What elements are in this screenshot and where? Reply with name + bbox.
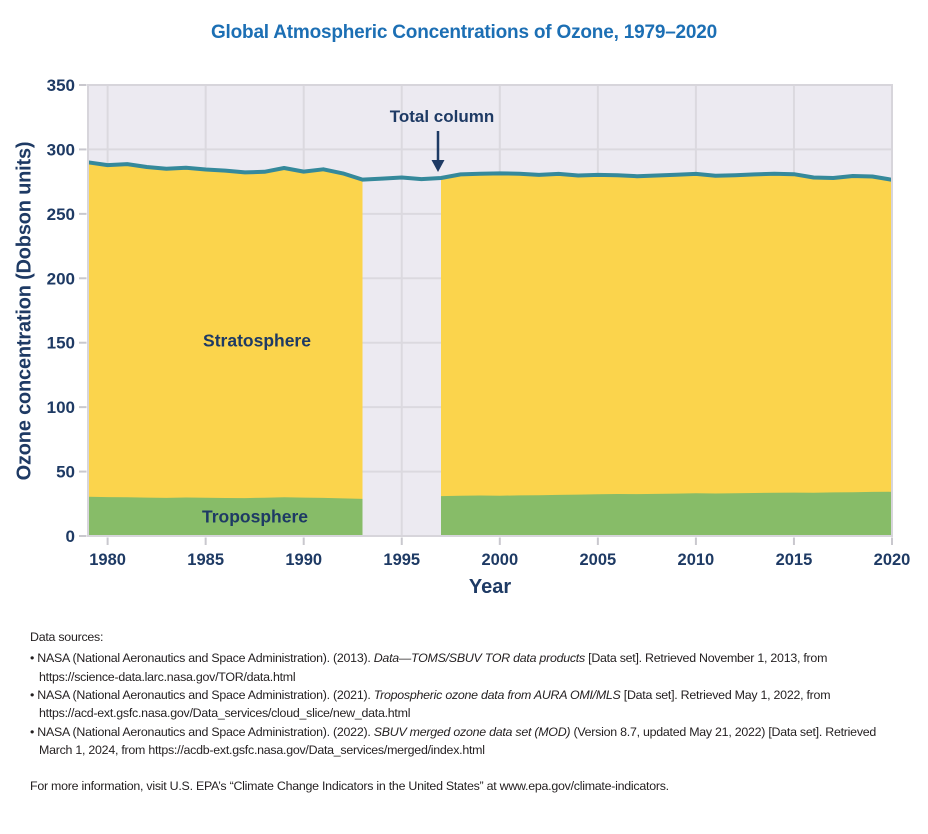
x-tick-label: 2005: [579, 551, 616, 569]
source-text: NASA (National Aeronautics and Space Adm…: [37, 724, 374, 739]
stratosphere-area: [88, 162, 363, 537]
source-text: [Data set]. Retrieved May 1, 2022, from …: [39, 688, 831, 721]
source-text: NASA (National Aeronautics and Space Adm…: [37, 651, 374, 666]
source-item: • NASA (National Aeronautics and Space A…: [30, 686, 886, 723]
plot-border: [87, 84, 893, 537]
x-tick-label: 1995: [383, 551, 420, 569]
source-text: NASA (National Aeronautics and Space Adm…: [37, 688, 374, 703]
x-tick-label: 2010: [678, 551, 715, 569]
x-tick-label: 1985: [187, 551, 224, 569]
y-axis-title: Ozone concentration (Dobson units): [13, 141, 36, 481]
x-tick-label: 1980: [89, 551, 126, 569]
y-tick-label: 350: [47, 76, 75, 95]
ozone-chart: 0 50 100 150 200 250 300 350 1980 1985 1990 1995 200…: [47, 76, 911, 569]
y-tick-label: 100: [47, 398, 75, 417]
chart-title: Global Atmospheric Concentrations of Ozo…: [210, 22, 718, 43]
total-column-arrowhead: [431, 160, 445, 172]
source-list: • NASA (National Aeronautics and Space A…: [30, 649, 886, 759]
y-tick-label: 250: [47, 205, 75, 224]
stratosphere-area: [441, 173, 892, 536]
source-item: • NASA (National Aeronautics and Space A…: [30, 649, 886, 686]
x-tick-label: 2015: [776, 551, 813, 569]
more-info-line: For more information, visit U.S. EPA’s “…: [30, 778, 669, 793]
bullet-marker: •: [30, 724, 38, 739]
bullet-marker: •: [30, 651, 38, 666]
y-tick-label: 50: [56, 463, 75, 482]
data-sources-heading: Data sources:: [30, 630, 104, 644]
troposphere-area: [88, 496, 363, 536]
y-tick-label: 200: [47, 269, 75, 288]
source-item: • NASA (National Aeronautics and Space A…: [30, 723, 886, 760]
x-axis-title: Year: [468, 576, 512, 598]
source-title-italic: Tropospheric ozone data from AURA OMI/ML…: [373, 688, 621, 703]
y-tick-label: 0: [66, 527, 75, 546]
footer: Data sources: • NASA (National Aeronauti…: [30, 628, 886, 807]
x-tick-label: 2000: [481, 551, 518, 569]
total-column-line: [87, 160, 893, 182]
y-tick-label: 300: [47, 140, 75, 159]
stratosphere-label: Stratosphere: [203, 330, 311, 351]
source-text: [Data set]. Retrieved November 1, 2013, …: [39, 651, 828, 684]
troposphere-area: [441, 491, 892, 536]
source-text: (Version 8.7, updated May 21, 2022) [Dat…: [39, 724, 877, 758]
troposphere-label: Troposphere: [202, 506, 308, 527]
x-tick-label: 1990: [285, 551, 322, 569]
y-tick-label: 150: [47, 334, 75, 353]
bullet-marker: •: [30, 688, 38, 703]
source-title-italic: SBUV merged ozone data set (MOD): [373, 724, 571, 739]
source-title-italic: Data—TOMS/SBUV TOR data products: [373, 651, 585, 666]
x-tick-label: 2020: [874, 551, 911, 569]
total-column-label: Total column: [389, 107, 495, 126]
